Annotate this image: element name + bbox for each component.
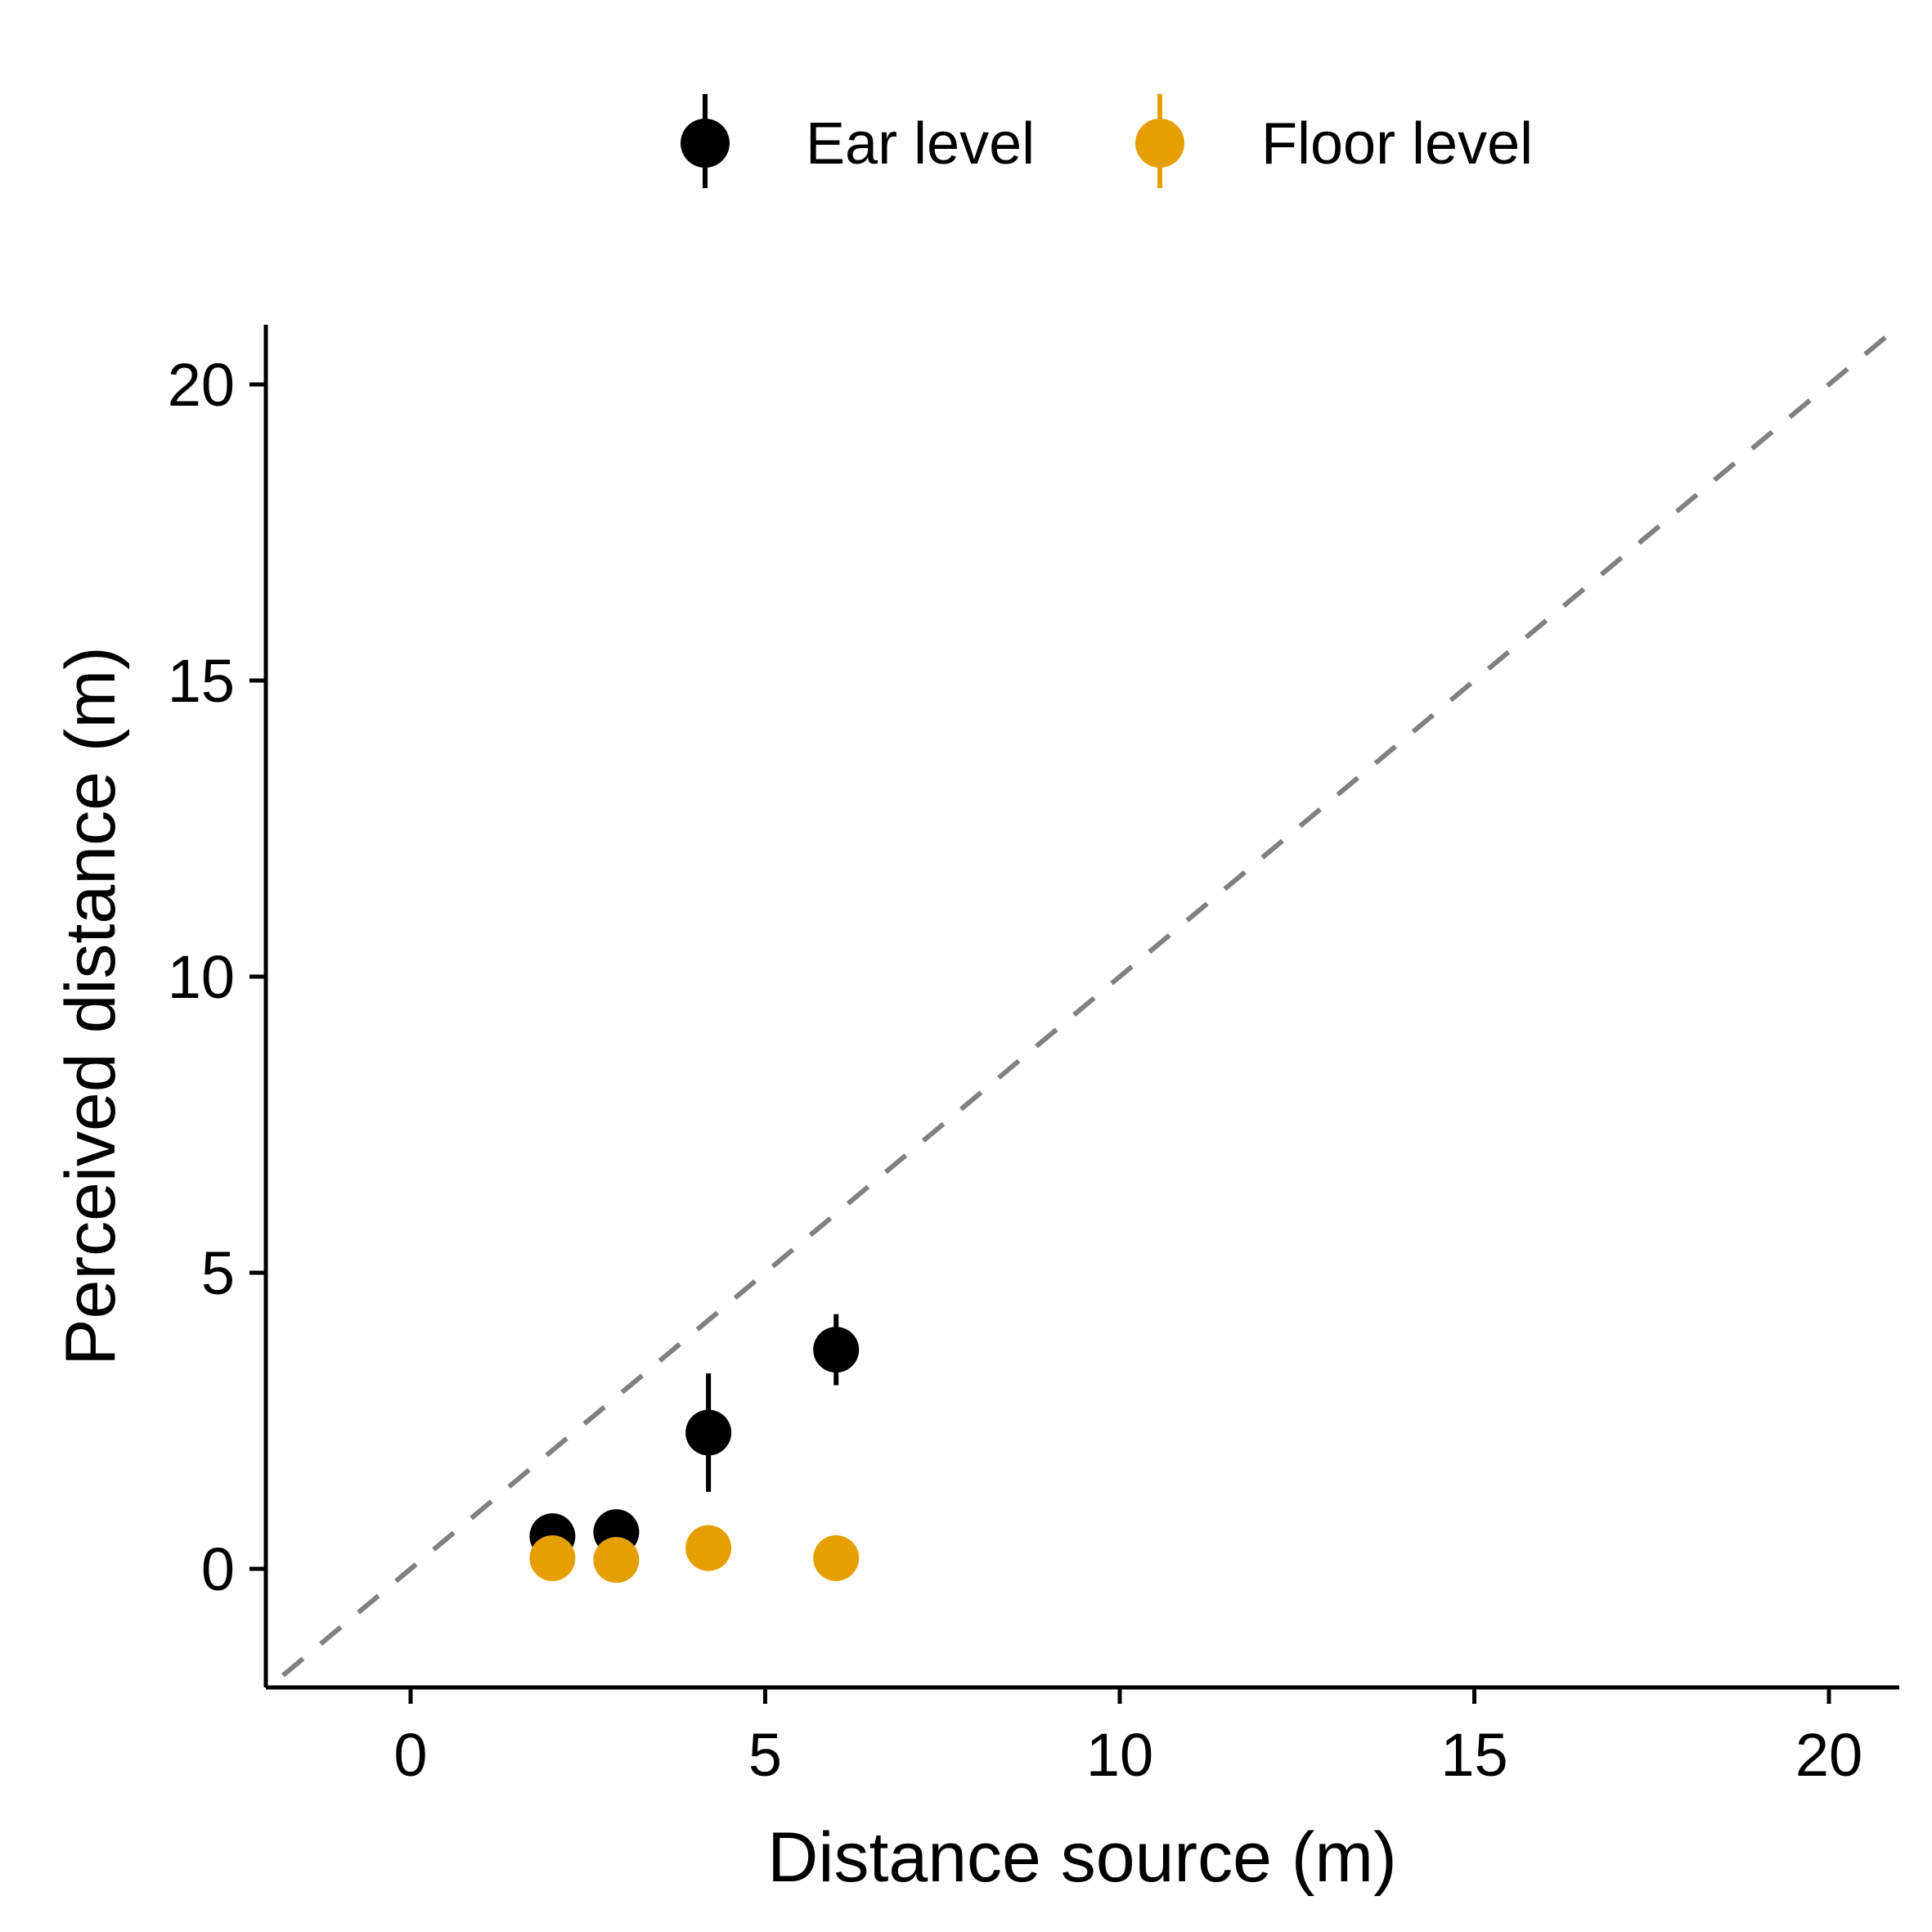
legend: Ear level Floor level: [681, 94, 1533, 188]
y-tick-label: 20: [168, 351, 235, 419]
legend-item: Ear level: [681, 94, 1035, 188]
identity-reference-line: [281, 323, 1902, 1678]
data-points-layer: [529, 1314, 860, 1584]
series-floor-level: [529, 1525, 860, 1584]
x-tick-label: 0: [393, 1721, 427, 1789]
data-point: [685, 1409, 732, 1456]
legend-key-point: [681, 119, 730, 168]
legend-key-point: [1135, 119, 1184, 168]
legend-label: Floor level: [1261, 111, 1533, 177]
data-point: [529, 1534, 576, 1581]
data-point: [685, 1525, 732, 1571]
y-tick-label: 0: [201, 1535, 235, 1603]
y-tick-label: 10: [168, 943, 235, 1011]
x-tick-label: 15: [1440, 1721, 1507, 1789]
y-tick-label: 5: [201, 1239, 235, 1307]
y-axis-title: Perceived distance (m): [52, 646, 130, 1365]
data-point: [813, 1534, 860, 1581]
y-axis-ticks: 0 5 10 15 20: [168, 351, 266, 1603]
x-tick-label: 10: [1086, 1721, 1153, 1789]
x-tick-label: 5: [748, 1721, 782, 1789]
data-point: [813, 1327, 860, 1373]
x-tick-label: 20: [1795, 1721, 1862, 1789]
x-axis-ticks: 0 5 10 15 20: [393, 1687, 1862, 1789]
data-point: [593, 1537, 640, 1584]
y-tick-label: 15: [168, 647, 235, 715]
x-axis-title: Distance source (m): [767, 1818, 1396, 1897]
legend-item: Floor level: [1135, 94, 1533, 188]
legend-label: Ear level: [806, 111, 1035, 177]
identity-line-layer: [281, 323, 1902, 1678]
